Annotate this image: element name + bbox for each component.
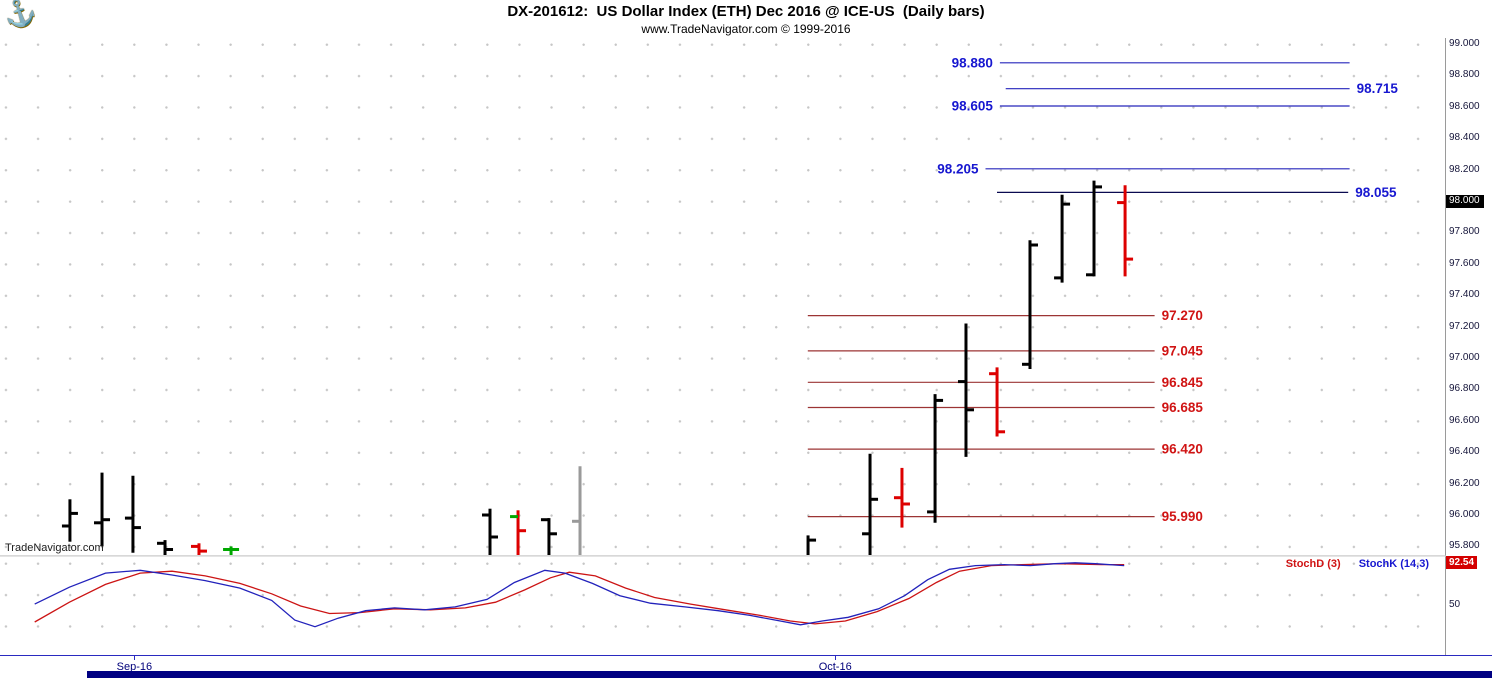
- price-axis-label: 98.600: [1449, 100, 1480, 112]
- ohlc-bar: [124, 475, 141, 553]
- price-chart-panel[interactable]: 98.880 98.715 98.605 98.205 98.055 97.270 97.0…: [0, 38, 1446, 556]
- level-label: 98.605: [952, 99, 994, 114]
- ohlc-bar: [806, 535, 817, 555]
- support-line[interactable]: 97.045: [807, 343, 1204, 358]
- horizontal-scrollbar[interactable]: [87, 671, 1492, 678]
- resistance-line[interactable]: 98.715: [1005, 81, 1399, 96]
- ohlc-bar: [957, 323, 974, 457]
- stoch-mid-label: 50: [1449, 599, 1461, 610]
- stoch-k-line: [34, 562, 1125, 628]
- price-axis-label: 96.000: [1449, 509, 1480, 520]
- ohlc-bar: [1054, 194, 1071, 283]
- level-label: 97.270: [1162, 308, 1203, 323]
- watermark: TradeNavigator.com: [5, 542, 104, 554]
- support-line[interactable]: 96.685: [807, 400, 1204, 415]
- price-axis: 99.000 98.800 98.600 98.400 98.200 98.000 97.8…: [1446, 38, 1492, 555]
- ohlc-bar: [190, 543, 207, 555]
- level-label: 98.880: [952, 55, 993, 70]
- ohlc-bar: [94, 472, 111, 547]
- resistance-line[interactable]: 98.605: [952, 99, 1350, 114]
- resistance-line[interactable]: 98.205: [937, 161, 1350, 176]
- x-axis-label: Oct-16: [818, 661, 852, 673]
- ohlc-bar: [927, 394, 944, 523]
- price-axis-label: 98.400: [1449, 132, 1480, 144]
- ohlc-bar: [1117, 185, 1134, 277]
- ohlc-bar: [540, 518, 557, 555]
- ohlc-bar: [893, 467, 910, 528]
- level-label: 95.990: [1162, 509, 1203, 524]
- level-label: 96.845: [1162, 375, 1204, 390]
- level-label: 98.715: [1357, 81, 1399, 96]
- support-line[interactable]: 97.270: [807, 308, 1203, 323]
- ohlc-bar: [572, 466, 582, 555]
- ohlc-bar: [989, 367, 1006, 437]
- support-line[interactable]: 96.845: [807, 375, 1204, 390]
- price-axis-label: 97.000: [1449, 352, 1480, 363]
- level-label: 96.685: [1162, 400, 1204, 415]
- stoch-legend: StochD (3) StochK (14,3): [1286, 558, 1429, 570]
- time-axis: Sep-16 Oct-16: [0, 655, 1492, 673]
- chart-subtitle: www.TradeNavigator.com © 1999-2016: [641, 22, 851, 36]
- ohlc-bar: [157, 540, 174, 555]
- stoch-d-line: [34, 563, 1125, 625]
- price-axis-label: 98.200: [1449, 163, 1480, 175]
- price-axis-label: 97.800: [1449, 226, 1480, 238]
- resistance-line[interactable]: 98.055: [997, 185, 1397, 200]
- stoch-axis: 92.54 50: [1446, 556, 1492, 655]
- price-plot: 98.880 98.715 98.605 98.205 98.055 97.270 97.0…: [61, 55, 1399, 555]
- price-axis-label: 95.800: [1449, 540, 1480, 552]
- price-axis-label: 97.600: [1449, 257, 1480, 269]
- price-axis-label: 96.200: [1449, 477, 1480, 489]
- ohlc-bar: [481, 508, 498, 555]
- price-axis-label: 96.400: [1449, 446, 1480, 458]
- ohlc-bar: [61, 499, 78, 542]
- price-axis-label: 99.000: [1449, 38, 1480, 49]
- support-line[interactable]: 95.990: [807, 509, 1203, 524]
- x-axis-label: Sep-16: [116, 661, 153, 673]
- price-axis-label: 96.800: [1449, 383, 1480, 395]
- ohlc-bar: [510, 510, 527, 555]
- resistance-line[interactable]: 98.880: [952, 55, 1350, 70]
- x-axis-tick: [134, 656, 136, 660]
- ohlc-bar: [223, 546, 240, 555]
- level-label: 97.045: [1162, 343, 1204, 358]
- stoch-k-label: StochK (14,3): [1358, 558, 1429, 570]
- stoch-last-value-badge: 92.54: [1446, 556, 1478, 569]
- price-axis-label: 98.800: [1449, 69, 1480, 81]
- stochastic-panel[interactable]: StochD (3) StochK (14,3): [0, 556, 1446, 656]
- support-line[interactable]: 96.420: [807, 442, 1203, 457]
- ohlc-bar: [862, 453, 879, 555]
- chart-title: DX-201612: US Dollar Index (ETH) Dec 201…: [507, 3, 985, 20]
- stoch-plot: [34, 562, 1125, 628]
- price-axis-label: 97.200: [1449, 320, 1480, 332]
- level-label: 98.055: [1355, 185, 1397, 200]
- level-label: 98.205: [937, 161, 979, 176]
- ohlc-bar: [1021, 240, 1038, 369]
- price-axis-label: 96.600: [1449, 414, 1480, 426]
- x-axis-tick: [835, 656, 837, 660]
- price-axis-label: 97.400: [1449, 289, 1480, 301]
- price-axis-label: 98.000: [1446, 195, 1484, 208]
- level-label: 96.420: [1162, 442, 1203, 457]
- stoch-d-label: StochD (3): [1285, 558, 1341, 570]
- ohlc-bar: [1086, 180, 1103, 277]
